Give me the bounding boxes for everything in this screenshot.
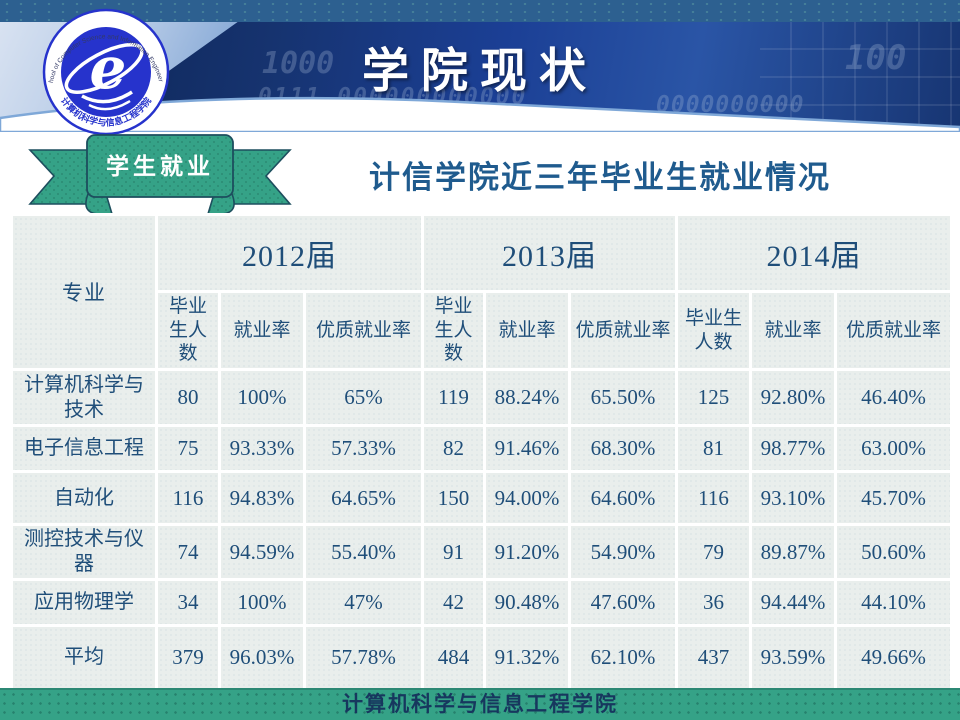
cell-value: 94.00% bbox=[483, 470, 571, 526]
table-row: 应用物理学 34 100% 47% 42 90.48% 47.60% 36 94… bbox=[10, 578, 953, 627]
cell-value: 94.44% bbox=[749, 578, 837, 627]
ghost-digits: 100 bbox=[845, 38, 907, 78]
sub-header: 就业率 bbox=[218, 290, 306, 371]
cell-value: 47.60% bbox=[568, 578, 678, 627]
logo-wave-line bbox=[81, 90, 133, 104]
cell-value: 44.10% bbox=[834, 578, 953, 627]
cell-value: 80 bbox=[155, 368, 221, 427]
sub-header: 毕业生人数 bbox=[675, 290, 752, 371]
footer-text: 计算机科学与信息工程学院 bbox=[342, 692, 618, 716]
cell-major: 自动化 bbox=[10, 470, 158, 526]
ghost-digits: 1000 bbox=[262, 46, 335, 81]
sub-header: 优质就业率 bbox=[834, 290, 953, 371]
logo-wave-line bbox=[88, 99, 131, 111]
cell-value: 82 bbox=[421, 424, 486, 473]
sub-header: 毕业生人数 bbox=[421, 290, 486, 371]
cell-value: 150 bbox=[421, 470, 486, 526]
cell-value: 65.50% bbox=[568, 368, 678, 427]
cell-value: 437 bbox=[675, 624, 752, 691]
cell-value: 64.65% bbox=[303, 470, 424, 526]
cell-value: 379 bbox=[155, 624, 221, 691]
cell-value: 88.24% bbox=[483, 368, 571, 427]
cell-value: 93.10% bbox=[749, 470, 837, 526]
logo-orbit-ring bbox=[64, 42, 144, 94]
cell-major: 电子信息工程 bbox=[10, 424, 158, 473]
cell-value: 96.03% bbox=[218, 624, 306, 691]
cell-value: 57.78% bbox=[303, 624, 424, 691]
cell-value: 89.87% bbox=[749, 523, 837, 581]
cell-value: 93.33% bbox=[218, 424, 306, 473]
table-row: 电子信息工程 75 93.33% 57.33% 82 91.46% 68.30%… bbox=[10, 424, 953, 473]
slide-subtitle: 计信学院近三年毕业生就业情况 bbox=[369, 160, 831, 195]
cell-value: 63.00% bbox=[834, 424, 953, 473]
table-row: 自动化 116 94.83% 64.65% 150 94.00% 64.60% … bbox=[10, 470, 953, 526]
table-row: 测控技术与仪器 74 94.59% 55.40% 91 91.20% 54.90… bbox=[10, 523, 953, 581]
cell-major: 应用物理学 bbox=[10, 578, 158, 627]
cell-value: 119 bbox=[421, 368, 486, 427]
sub-header: 优质就业率 bbox=[303, 290, 424, 371]
table-row: 平均 379 96.03% 57.78% 484 91.32% 62.10% 4… bbox=[10, 624, 953, 691]
cell-value: 75 bbox=[155, 424, 221, 473]
table-year-header-row: 专业 2012届 2013届 2014届 bbox=[10, 213, 953, 371]
cell-value: 81 bbox=[675, 424, 752, 473]
cell-value: 98.77% bbox=[749, 424, 837, 473]
table-row: 计算机科学与技术 80 100% 65% 119 88.24% 65.50% 1… bbox=[10, 368, 953, 427]
year-header-2014: 2014届 bbox=[675, 213, 953, 293]
cell-value: 116 bbox=[155, 470, 221, 526]
table-container: 专业 2012届 2013届 2014届 毕业生人数 就业率 优质就业率 毕业生… bbox=[10, 213, 953, 691]
cell-value: 68.30% bbox=[568, 424, 678, 473]
ribbon-banner: 学生就业 bbox=[28, 134, 292, 215]
cell-value: 34 bbox=[155, 578, 221, 627]
cell-value: 91.20% bbox=[483, 523, 571, 581]
header-top-strip bbox=[0, 0, 960, 22]
ribbon-label: 学生就业 bbox=[106, 153, 214, 179]
cell-major: 平均 bbox=[10, 624, 158, 691]
cell-value: 64.60% bbox=[568, 470, 678, 526]
cell-value: 484 bbox=[421, 624, 486, 691]
cell-value: 46.40% bbox=[834, 368, 953, 427]
corner-header: 专业 bbox=[10, 213, 158, 371]
page-title: 学院现状 bbox=[362, 46, 598, 98]
cell-value: 50.60% bbox=[834, 523, 953, 581]
sub-header: 优质就业率 bbox=[568, 290, 678, 371]
ribbon-panel bbox=[86, 134, 234, 198]
cell-value: 54.90% bbox=[568, 523, 678, 581]
cell-value: 36 bbox=[675, 578, 752, 627]
cell-value: 74 bbox=[155, 523, 221, 581]
cell-value: 42 bbox=[421, 578, 486, 627]
cell-value: 93.59% bbox=[749, 624, 837, 691]
cell-value: 100% bbox=[218, 368, 306, 427]
cell-value: 100% bbox=[218, 578, 306, 627]
footer-bar: 计算机科学与信息工程学院 bbox=[0, 688, 960, 720]
cell-value: 125 bbox=[675, 368, 752, 427]
cell-value: 116 bbox=[675, 470, 752, 526]
cell-value: 45.70% bbox=[834, 470, 953, 526]
cell-value: 94.59% bbox=[218, 523, 306, 581]
cell-value: 55.40% bbox=[303, 523, 424, 581]
year-header-2013: 2013届 bbox=[421, 213, 678, 293]
cell-value: 94.83% bbox=[218, 470, 306, 526]
sub-header: 毕业生人数 bbox=[155, 290, 221, 371]
cell-value: 49.66% bbox=[834, 624, 953, 691]
employment-table: 专业 2012届 2013届 2014届 毕业生人数 就业率 优质就业率 毕业生… bbox=[10, 213, 953, 691]
school-logo: e School of Computer Science and Informa… bbox=[42, 8, 170, 136]
sub-header: 就业率 bbox=[483, 290, 571, 371]
table-sub-header-row: 毕业生人数 就业率 优质就业率 毕业生人数 就业率 优质就业率 毕业生人数 就业… bbox=[12, 290, 953, 371]
year-header-2012: 2012届 bbox=[155, 213, 424, 293]
cell-value: 91.46% bbox=[483, 424, 571, 473]
cell-major: 测控技术与仪器 bbox=[10, 523, 158, 581]
cell-value: 57.33% bbox=[303, 424, 424, 473]
cell-value: 91.32% bbox=[483, 624, 571, 691]
cell-value: 91 bbox=[421, 523, 486, 581]
cell-value: 65% bbox=[303, 368, 424, 427]
cell-value: 92.80% bbox=[749, 368, 837, 427]
cell-value: 47% bbox=[303, 578, 424, 627]
cell-value: 90.48% bbox=[483, 578, 571, 627]
cell-major: 计算机科学与技术 bbox=[10, 368, 158, 427]
cell-value: 62.10% bbox=[568, 624, 678, 691]
sub-header: 就业率 bbox=[749, 290, 837, 371]
cell-value: 79 bbox=[675, 523, 752, 581]
